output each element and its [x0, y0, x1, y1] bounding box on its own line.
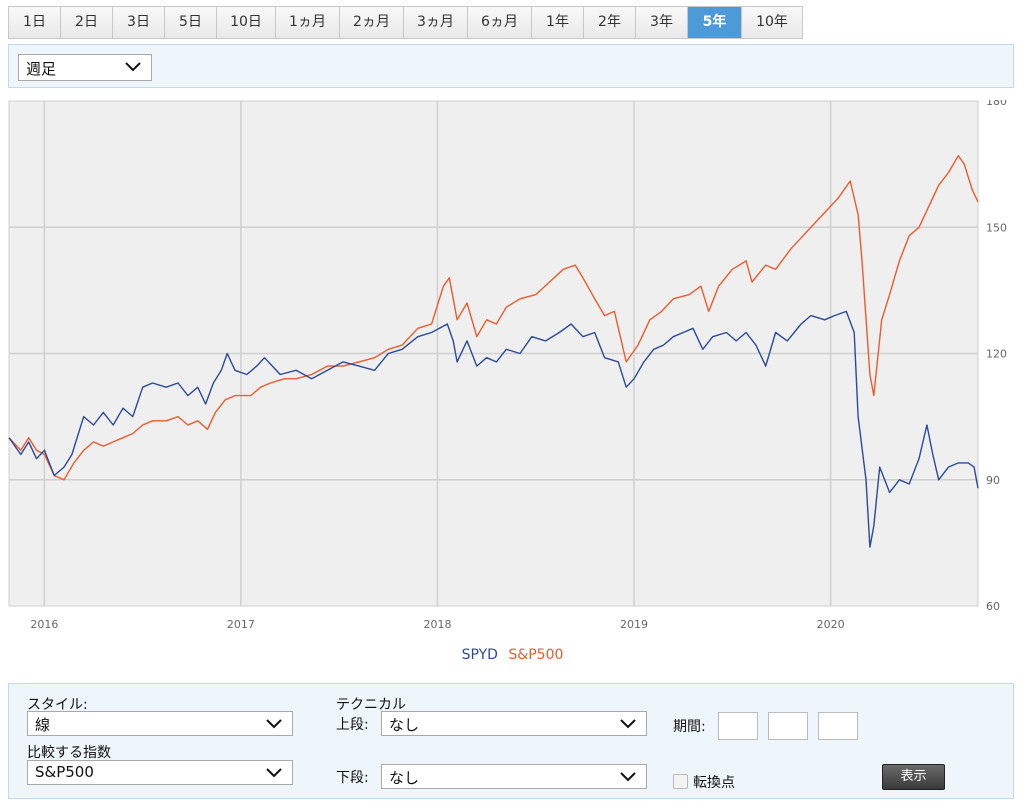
y-tick-label: 90 — [986, 474, 1000, 487]
tab-6m[interactable]: 6ヵ月 — [468, 7, 532, 38]
compare-label: 比較する指数 — [27, 745, 111, 761]
x-tick-label: 2017 — [227, 618, 255, 631]
tab-10d[interactable]: 10日 — [217, 7, 276, 38]
x-tick-label: 2019 — [620, 618, 648, 631]
upper-select[interactable]: なし — [381, 711, 647, 736]
period-input-3[interactable] — [818, 712, 858, 740]
lower-select[interactable]: なし — [381, 764, 647, 789]
lower-label: 下段: — [336, 770, 369, 786]
tab-3y[interactable]: 3年 — [636, 7, 688, 38]
tab-1m[interactable]: 1ヵ月 — [276, 7, 340, 38]
interval-bar: 週足 — [8, 44, 1014, 88]
style-select-value: 線 — [35, 716, 51, 734]
series-lines — [8, 155, 979, 548]
y-axis: 60 90 120 150 180 — [986, 95, 1007, 613]
legend-sp500: S&P500 — [508, 647, 564, 663]
chart-legend: SPYD S&P500 — [0, 647, 1025, 663]
y-tick-label: 60 — [986, 600, 1000, 613]
tab-10y[interactable]: 10年 — [742, 7, 802, 38]
tab-3d[interactable]: 3日 — [113, 7, 165, 38]
tab-3m[interactable]: 3ヵ月 — [404, 7, 468, 38]
style-label: スタイル: — [27, 697, 88, 713]
legend-spyd: SPYD — [461, 647, 498, 663]
chevron-down-icon — [266, 768, 282, 778]
tab-2y[interactable]: 2年 — [584, 7, 636, 38]
compare-select-value: S&P500 — [35, 763, 94, 781]
chart-svg: 60 90 120 150 180 2016 2017 2018 2019 2020 — [8, 95, 1007, 631]
series-line-spyd — [8, 310, 979, 548]
y-tick-label: 120 — [986, 348, 1007, 361]
style-select[interactable]: 線 — [27, 711, 293, 736]
chevron-down-icon — [620, 772, 636, 782]
chevron-down-icon — [620, 719, 636, 729]
tab-2d[interactable]: 2日 — [61, 7, 113, 38]
period-input-2[interactable] — [768, 712, 808, 740]
tab-5d[interactable]: 5日 — [165, 7, 217, 38]
upper-label: 上段: — [336, 717, 369, 733]
tab-2m[interactable]: 2ヵ月 — [340, 7, 404, 38]
lower-select-value: なし — [389, 769, 420, 787]
period-label: 期間: — [673, 719, 706, 735]
chart-options-panel: スタイル: 線 比較する指数 S&P500 テクニカル 上段: なし 下段: な… — [8, 683, 1014, 799]
turning-point-checkbox[interactable] — [673, 774, 688, 789]
y-tick-label: 180 — [986, 100, 1007, 108]
x-tick-label: 2020 — [817, 618, 845, 631]
interval-select[interactable]: 週足 — [18, 54, 152, 81]
turning-point-label: 転換点 — [693, 775, 735, 791]
chevron-down-icon — [266, 719, 282, 729]
technical-label: テクニカル — [336, 697, 406, 713]
series-line-sp500 — [8, 155, 979, 481]
tab-1y[interactable]: 1年 — [532, 7, 584, 38]
compare-select[interactable]: S&P500 — [27, 760, 293, 785]
x-tick-label: 2018 — [423, 618, 451, 631]
show-button[interactable]: 表示 — [882, 764, 945, 790]
y-tick-label: 150 — [986, 221, 1007, 234]
price-chart: 60 90 120 150 180 2016 2017 2018 2019 2020 — [8, 95, 1018, 640]
x-tick-label: 2016 — [30, 618, 58, 631]
x-axis: 2016 2017 2018 2019 2020 — [30, 618, 844, 631]
period-input-1[interactable] — [718, 712, 758, 740]
tab-5y[interactable]: 5年 — [688, 7, 742, 38]
grid — [9, 101, 978, 606]
upper-select-value: なし — [389, 716, 420, 734]
chevron-down-icon — [125, 62, 141, 72]
range-tabs: 1日 2日 3日 5日 10日 1ヵ月 2ヵ月 3ヵ月 6ヵ月 1年 2年 3年… — [8, 6, 803, 39]
tab-1d[interactable]: 1日 — [9, 7, 61, 38]
interval-select-value: 週足 — [26, 60, 57, 78]
